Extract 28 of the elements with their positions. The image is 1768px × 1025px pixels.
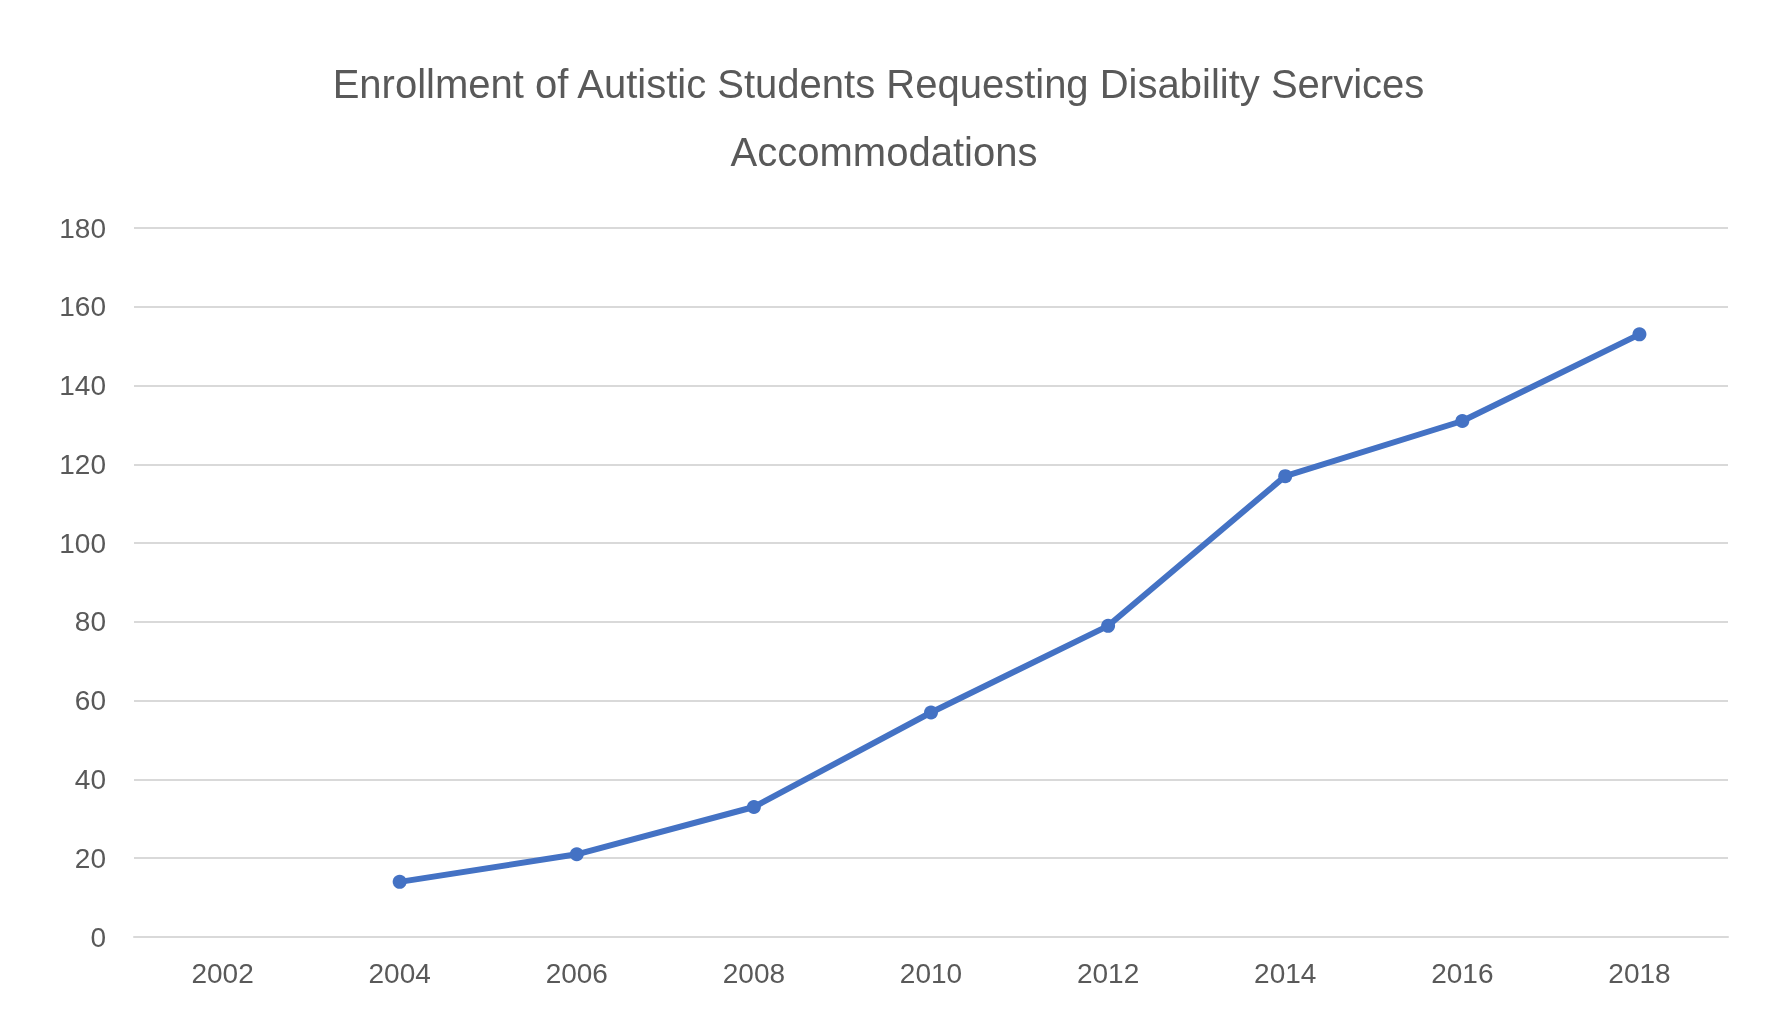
x-tick-label: 2002 <box>191 957 254 989</box>
y-tick-label: 180 <box>59 212 106 244</box>
x-tick-label: 2012 <box>1076 957 1140 989</box>
point <box>1455 414 1470 428</box>
x-tick-label: 2014 <box>1254 957 1317 989</box>
y-tick-label: 60 <box>74 685 106 717</box>
x-tick-label: 2018 <box>1608 957 1671 989</box>
point <box>1101 618 1116 633</box>
y-tick-label: 20 <box>74 842 106 874</box>
y-tick-label: 160 <box>59 291 106 323</box>
x-tick-label: 2006 <box>545 957 608 989</box>
x-tick-label: 2008 <box>722 957 786 989</box>
y-tick-label: 120 <box>59 448 106 480</box>
x-tick-label: 2010 <box>899 957 963 989</box>
point <box>924 705 938 720</box>
chart-title: Enrollment of Autistic Students Requesting Disability Services Accommodations <box>332 62 1436 174</box>
point <box>569 847 584 862</box>
point <box>1278 469 1293 484</box>
point <box>746 800 761 815</box>
y-tick-label: 40 <box>74 763 106 795</box>
y-tick-label: 140 <box>59 370 106 402</box>
y-tick-label: 100 <box>59 527 106 559</box>
point <box>1632 327 1647 342</box>
y-tick-label: 80 <box>74 606 106 638</box>
y-tick-label: 0 <box>90 921 106 953</box>
x-tick-label: 2016 <box>1431 957 1494 989</box>
point <box>392 874 407 889</box>
x-tick-label: 2004 <box>368 957 431 989</box>
